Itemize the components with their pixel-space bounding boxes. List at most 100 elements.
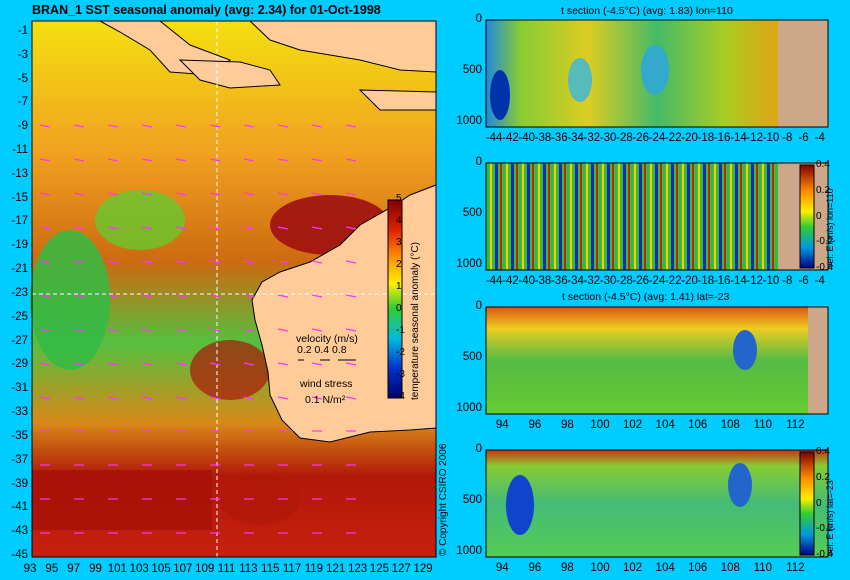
panel2-colorbar-tick-label: 0 xyxy=(816,210,822,222)
wind-arrow xyxy=(73,192,85,196)
lat-tick-label: -29 xyxy=(11,358,28,371)
wind-arrow xyxy=(107,158,119,162)
cool-anomaly-center xyxy=(95,190,185,250)
wind-arrow xyxy=(73,396,85,400)
panel4-x-tick-label: 100 xyxy=(590,562,610,574)
panel1-plot xyxy=(485,19,829,128)
wind-arrow xyxy=(73,260,85,264)
panel3-x-tick-label: 104 xyxy=(655,419,675,431)
panel1-y-tick-label: 1000 xyxy=(456,114,482,127)
wind-arrow xyxy=(345,294,357,298)
panel1-cold-core xyxy=(490,70,510,120)
lon-tick-label: 93 xyxy=(23,563,37,575)
panel4-colorbar-tick-label: 0.4 xyxy=(816,446,830,457)
panel1-x-tick-label: -32 xyxy=(583,132,601,144)
warm-anomaly-sw xyxy=(190,340,270,400)
lat-tick-label: -41 xyxy=(11,501,28,514)
wind-arrow xyxy=(175,328,187,332)
panel2-x-tick-label: -14 xyxy=(730,275,747,287)
panel1-x-tick-label: -26 xyxy=(632,132,650,144)
wind-stress-title: wind stress xyxy=(300,378,353,390)
wind-arrow xyxy=(39,328,51,332)
panel1-x-tick-label: -40 xyxy=(518,132,536,144)
panel4-colorbar xyxy=(799,451,815,556)
wind-arrow xyxy=(209,226,221,230)
panel1-x-tick-label: -22 xyxy=(664,132,682,144)
lat-tick-label: -25 xyxy=(11,310,28,323)
wind-arrow xyxy=(277,294,289,298)
wind-arrow xyxy=(345,158,357,162)
wind-arrow xyxy=(311,328,323,332)
panel4-y-tick-label: 0 xyxy=(475,443,482,455)
wind-arrow xyxy=(107,294,119,298)
panel2-y-tick-label: 500 xyxy=(462,206,482,219)
wind-arrow xyxy=(107,328,119,332)
wind-arrow xyxy=(175,260,187,264)
lat-tick-label: -23 xyxy=(11,286,28,299)
lon-tick-label: 129 xyxy=(413,563,433,575)
panel1-y-tick-label: 0 xyxy=(475,13,482,25)
wind-arrow xyxy=(209,158,221,162)
wind-arrow xyxy=(209,260,221,264)
lon-tick-label: 117 xyxy=(282,563,302,575)
panel4-x-tick-label: 106 xyxy=(688,562,708,574)
wind-arrow xyxy=(243,158,255,162)
wind-arrow xyxy=(345,226,357,230)
sst-map xyxy=(30,20,437,558)
map-colorbar-label: temperature seasonal anomaly (°C) xyxy=(410,242,421,400)
panel3-cold-core xyxy=(733,330,757,370)
wind-arrow xyxy=(243,362,255,366)
wind-arrow xyxy=(311,158,323,162)
wind-arrow xyxy=(39,362,51,366)
wind-arrow xyxy=(311,260,323,264)
panel4-x-tick-label: 98 xyxy=(561,562,574,574)
wind-arrow xyxy=(311,294,323,298)
wind-arrow xyxy=(209,124,221,128)
panel1-x-tick-label: -28 xyxy=(616,132,633,144)
panel4-x-tick-label: 104 xyxy=(655,562,675,574)
lon-tick-label: 111 xyxy=(217,563,236,575)
panel2-y-tick-label: 0 xyxy=(475,156,482,168)
panel1-x-tick-label: -10 xyxy=(762,132,780,144)
lon-tick-label: 107 xyxy=(173,563,193,575)
panel1-x-tick-label: -14 xyxy=(730,132,747,144)
colorbar-tick-label: 4 xyxy=(396,215,402,226)
lon-tick-label: 95 xyxy=(45,563,59,575)
panel2-x-tick-label: -34 xyxy=(567,275,584,287)
wind-arrow xyxy=(107,362,119,366)
panel4-x-tick-label: 108 xyxy=(720,562,740,574)
panel3-x-tick-label: 98 xyxy=(561,419,574,431)
wind-arrow xyxy=(243,294,255,298)
wind-arrow xyxy=(277,226,289,230)
panel3-x-tick-label: 110 xyxy=(753,419,773,431)
panel1-x-tick-label: -38 xyxy=(534,132,552,144)
wind-arrow xyxy=(243,328,255,332)
panel3-y-tick-label: 500 xyxy=(462,350,482,363)
panel1-x-tick-label: -24 xyxy=(648,132,666,144)
panel3-x-tick-label: 106 xyxy=(688,419,708,431)
wind-arrow xyxy=(141,192,153,196)
panel2-x-tick-label: -26 xyxy=(632,275,650,287)
wind-arrow xyxy=(345,328,357,332)
wind-arrow xyxy=(345,396,357,400)
colorbar-tick-label: -1 xyxy=(396,325,405,336)
wind-arrow xyxy=(39,158,51,162)
lat-tick-label: -11 xyxy=(12,144,28,157)
wind-arrow xyxy=(277,192,289,196)
wind-arrow xyxy=(175,294,187,298)
wind-arrow xyxy=(311,362,323,366)
panel1-x-tick-label: -30 xyxy=(599,132,617,144)
colorbar-tick-label: -3 xyxy=(396,369,405,380)
wind-arrow xyxy=(311,396,323,400)
lon-tick-label: 115 xyxy=(261,563,280,575)
panel2-y-tick-label: 1000 xyxy=(456,257,482,270)
wind-arrow xyxy=(107,260,119,264)
wind-arrow xyxy=(73,328,85,332)
wind-arrow xyxy=(107,124,119,128)
panel2-colorbar-tick-label: -0.4 xyxy=(816,262,834,273)
panel1-x-tick-label: -12 xyxy=(746,132,764,144)
lon-tick-label: 97 xyxy=(67,563,81,575)
lat-tick-label: -33 xyxy=(11,406,28,419)
panel2-x-tick-label: -44 xyxy=(485,275,503,287)
panel4-x-tick-label: 102 xyxy=(622,562,643,574)
